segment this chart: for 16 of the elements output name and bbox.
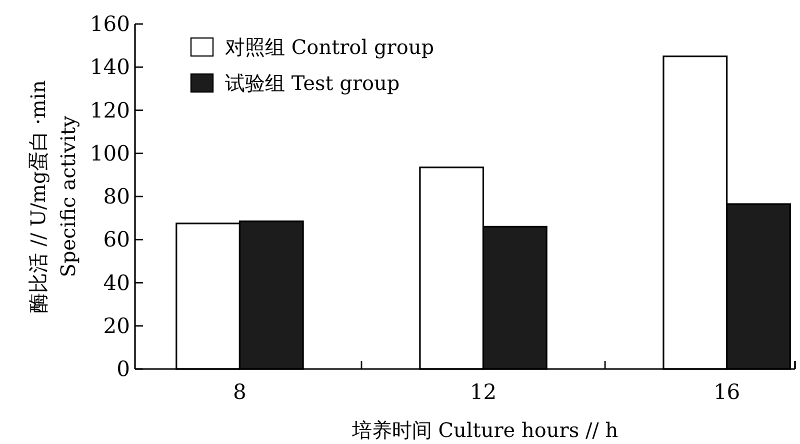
y-tick-label: 60 [103, 228, 130, 252]
x-tick-label: 8 [233, 380, 246, 404]
legend-label: 对照组 Control group [225, 35, 434, 59]
y-tick-label: 120 [90, 98, 130, 122]
y-tick-label: 160 [90, 12, 130, 36]
x-tick-label: 16 [713, 380, 740, 404]
y-axis-title: 酶比活 // U/mg蛋白 ·min Specific activity [26, 80, 80, 313]
y-tick-label: 0 [116, 357, 130, 381]
y-tick-label: 100 [90, 141, 130, 166]
y-tick-label: 20 [103, 314, 130, 338]
y-tick-label: 140 [90, 55, 130, 80]
y-tick-label: 80 [103, 184, 130, 208]
y-tick-label: 40 [103, 270, 130, 295]
x-axis-title: 培养时间 Culture hours // h [350, 418, 618, 442]
legend-label: 试验组 Test group [225, 71, 400, 95]
x-tick-label: 12 [470, 380, 497, 404]
